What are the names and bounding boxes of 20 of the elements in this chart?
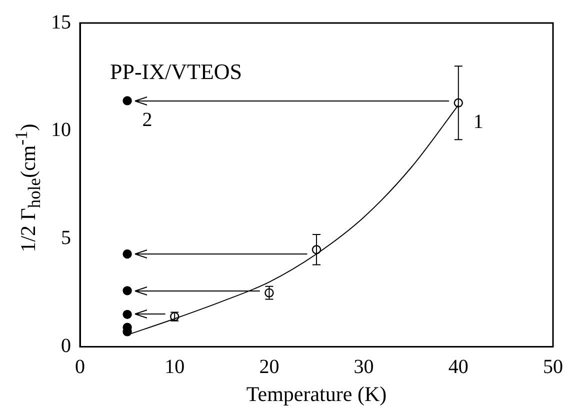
point	[122, 310, 132, 320]
x-tick-label: 0	[75, 356, 85, 378]
x-tick-label: 40	[448, 356, 468, 378]
point	[122, 249, 132, 259]
point	[122, 96, 132, 106]
point	[312, 245, 322, 254]
y-tick-label: 10	[51, 119, 71, 142]
annotation: PP-IX/VTEOS	[110, 58, 242, 84]
point	[122, 286, 132, 296]
y-tick-label: 0	[61, 335, 71, 358]
annotation: 2	[142, 108, 152, 131]
x-axis-title: Temperature (K)	[246, 382, 387, 406]
x-tick-label: 30	[354, 356, 374, 378]
x-tick-label: 10	[164, 356, 185, 378]
y-tick-label: 5	[61, 227, 71, 250]
x-tick-label: 50	[543, 356, 563, 378]
annotation: 1	[473, 111, 484, 134]
y-tick-label: 15	[51, 11, 71, 34]
x-tick-label: 20	[259, 356, 280, 378]
point	[454, 98, 463, 108]
